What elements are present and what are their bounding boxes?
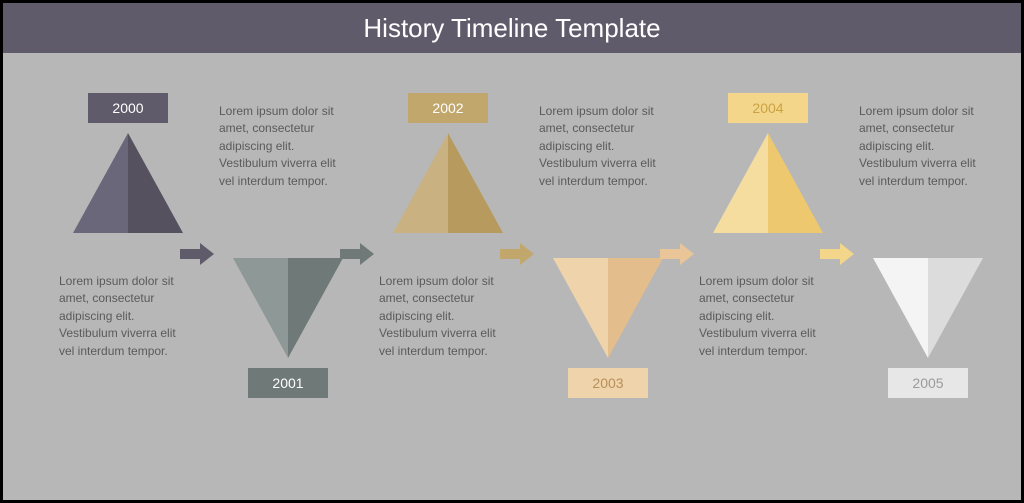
timeline-item-2000: 2000 [53, 93, 203, 243]
timeline-item-2001: 2001 [213, 248, 363, 398]
pyramid-icon [373, 133, 523, 233]
year-label: 2000 [112, 100, 143, 116]
timeline-stage: 2000 Lorem ipsum dolor sit amet, consect… [3, 53, 1021, 500]
pyramid-icon [53, 133, 203, 233]
pyramid-icon [853, 258, 1003, 358]
year-box-2001: 2001 [248, 368, 328, 398]
arrow-icon [500, 243, 534, 265]
arrow-icon [340, 243, 374, 265]
timeline-desc-2003: Lorem ipsum dolor sit amet, consectetur … [539, 103, 669, 190]
timeline-item-2004: 2004 [693, 93, 843, 243]
timeline-desc-2005: Lorem ipsum dolor sit amet, consectetur … [859, 103, 989, 190]
year-label: 2005 [912, 375, 943, 391]
pyramid-icon [533, 258, 683, 358]
year-label: 2004 [752, 100, 783, 116]
timeline-desc-2001: Lorem ipsum dolor sit amet, consectetur … [219, 103, 349, 190]
pyramid-icon [213, 258, 363, 358]
year-label: 2002 [432, 100, 463, 116]
timeline-desc-2002: Lorem ipsum dolor sit amet, consectetur … [379, 273, 509, 360]
canvas: History Timeline Template 2000 Lorem ips… [3, 3, 1021, 500]
arrow-icon [660, 243, 694, 265]
arrow-icon [820, 243, 854, 265]
year-box-2002: 2002 [408, 93, 488, 123]
timeline-item-2003: 2003 [533, 248, 683, 398]
arrow-icon [180, 243, 214, 265]
page-title: History Timeline Template [363, 13, 660, 44]
year-box-2003: 2003 [568, 368, 648, 398]
timeline-desc-2004: Lorem ipsum dolor sit amet, consectetur … [699, 273, 829, 360]
year-box-2005: 2005 [888, 368, 968, 398]
year-box-2000: 2000 [88, 93, 168, 123]
year-label: 2003 [592, 375, 623, 391]
pyramid-icon [693, 133, 843, 233]
year-label: 2001 [272, 375, 303, 391]
timeline-item-2005: 2005 [853, 248, 1003, 398]
timeline-item-2002: 2002 [373, 93, 523, 243]
year-box-2004: 2004 [728, 93, 808, 123]
header-bar: History Timeline Template [3, 3, 1021, 53]
timeline-desc-2000: Lorem ipsum dolor sit amet, consectetur … [59, 273, 189, 360]
